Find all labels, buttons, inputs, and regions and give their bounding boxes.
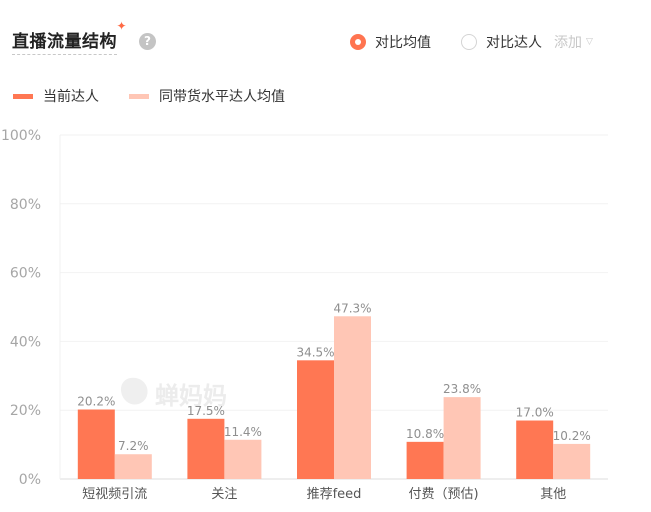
legend-swatch-current <box>13 93 33 99</box>
bar-value-label: 20.2% <box>77 395 115 409</box>
bar <box>187 418 225 479</box>
add-dropdown-label: 添加 <box>554 35 582 51</box>
x-category-label: 关注 <box>211 487 237 502</box>
bar <box>297 360 334 479</box>
radio-selected-icon[interactable] <box>350 34 366 50</box>
watermark-text: 蝉妈妈 <box>155 382 227 410</box>
legend-item-average[interactable]: 同带货水平达人均值 <box>129 86 285 106</box>
radio-compare-creator[interactable]: 对比达人 <box>461 32 542 52</box>
bar-value-label: 11.4% <box>224 425 262 439</box>
bar <box>224 439 262 479</box>
bar <box>406 441 444 479</box>
radio-label: 对比均值 <box>375 35 431 51</box>
watermark: 蝉妈妈 <box>120 377 227 410</box>
x-category-label: 短视频引流 <box>82 487 147 502</box>
y-tick-label: 40% <box>10 334 41 350</box>
bar <box>516 420 554 479</box>
title-row: 直播流量结构 ✦ ? <box>12 19 156 56</box>
bar-value-label: 47.3% <box>333 301 371 315</box>
legend-label: 同带货水平达人均值 <box>159 89 285 105</box>
bar-value-label: 17.5% <box>187 404 225 418</box>
add-dropdown[interactable]: 添加 ▽ <box>554 32 593 52</box>
help-icon[interactable]: ? <box>139 32 156 50</box>
legend-item-current[interactable]: 当前达人 <box>13 86 99 106</box>
x-category-label: 付费（预估) <box>409 487 479 502</box>
y-tick-label: 20% <box>10 403 41 419</box>
radio-unselected-icon[interactable] <box>461 34 477 50</box>
bar-value-label: 17.0% <box>516 406 554 420</box>
bar <box>553 443 591 479</box>
bar <box>334 316 371 479</box>
radio-compare-average[interactable]: 对比均值 <box>350 32 431 52</box>
y-tick-label: 100% <box>1 128 41 144</box>
legend: 当前达人 同带货水平达人均值 <box>13 86 285 106</box>
bar <box>114 454 152 479</box>
page-title: 直播流量结构 ✦ <box>12 19 127 55</box>
compare-controls: 对比均值 对比达人 添加 ▽ <box>350 32 593 52</box>
bar-value-label: 23.8% <box>443 382 481 396</box>
y-tick-label: 80% <box>10 197 41 213</box>
y-tick-label: 0% <box>19 472 41 488</box>
bar-value-label: 7.2% <box>118 439 149 453</box>
sparkle-icon: ✦ <box>116 19 127 33</box>
x-category-label: 其他 <box>540 487 566 502</box>
legend-label: 当前达人 <box>43 89 99 105</box>
chevron-down-icon: ▽ <box>586 37 593 47</box>
bar <box>443 397 481 479</box>
legend-swatch-average <box>129 93 149 99</box>
bar <box>77 409 115 479</box>
y-tick-label: 60% <box>10 266 41 282</box>
radio-label: 对比达人 <box>486 35 542 51</box>
bar-value-label: 10.8% <box>406 427 444 441</box>
bar-value-label: 34.5% <box>296 345 334 359</box>
x-category-label: 推荐feed <box>307 487 362 502</box>
watermark-logo-icon <box>120 377 148 405</box>
bar-value-label: 10.2% <box>553 429 591 443</box>
